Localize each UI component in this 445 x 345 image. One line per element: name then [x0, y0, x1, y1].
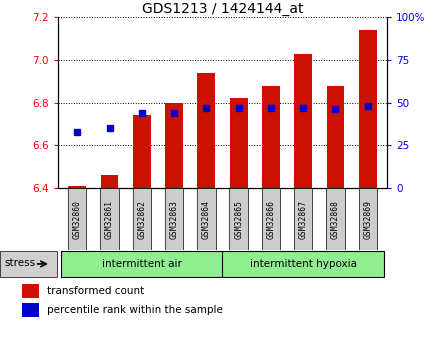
Bar [100, 188, 119, 250]
Text: GSM32864: GSM32864 [202, 199, 211, 239]
Text: GSM32867: GSM32867 [299, 199, 307, 239]
Text: stress: stress [4, 258, 36, 267]
Bar [198, 73, 215, 188]
Text: intermittent hypoxia: intermittent hypoxia [250, 259, 357, 269]
Bar [165, 188, 183, 250]
Bar [359, 30, 376, 188]
Bar [262, 86, 280, 188]
Bar [294, 188, 312, 250]
Bar [133, 116, 151, 188]
Text: intermittent air: intermittent air [102, 259, 182, 269]
Bar [101, 175, 118, 188]
Text: GSM32861: GSM32861 [105, 199, 114, 239]
Text: GSM32863: GSM32863 [170, 199, 178, 239]
Text: GSM32869: GSM32869 [363, 199, 372, 239]
Bar [359, 188, 377, 250]
Text: transformed count: transformed count [47, 286, 145, 296]
Bar [222, 251, 384, 277]
Text: GSM32865: GSM32865 [234, 199, 243, 239]
Bar [61, 251, 222, 277]
Text: GSM32862: GSM32862 [138, 199, 146, 239]
Text: percentile rank within the sample: percentile rank within the sample [47, 305, 223, 315]
Bar [68, 188, 86, 250]
Bar [69, 186, 86, 188]
Title: GDS1213 / 1424144_at: GDS1213 / 1424144_at [142, 2, 303, 16]
Bar [327, 86, 344, 188]
Bar [197, 188, 215, 250]
Bar [326, 188, 345, 250]
Bar [230, 188, 248, 250]
Bar [22, 303, 39, 317]
Bar [22, 284, 39, 298]
Bar [133, 188, 151, 250]
Text: GSM32866: GSM32866 [267, 199, 275, 239]
Bar [230, 98, 247, 188]
Bar [165, 102, 183, 188]
Text: GSM32868: GSM32868 [331, 199, 340, 239]
Bar [294, 53, 312, 188]
Bar [262, 188, 280, 250]
Text: GSM32860: GSM32860 [73, 199, 82, 239]
